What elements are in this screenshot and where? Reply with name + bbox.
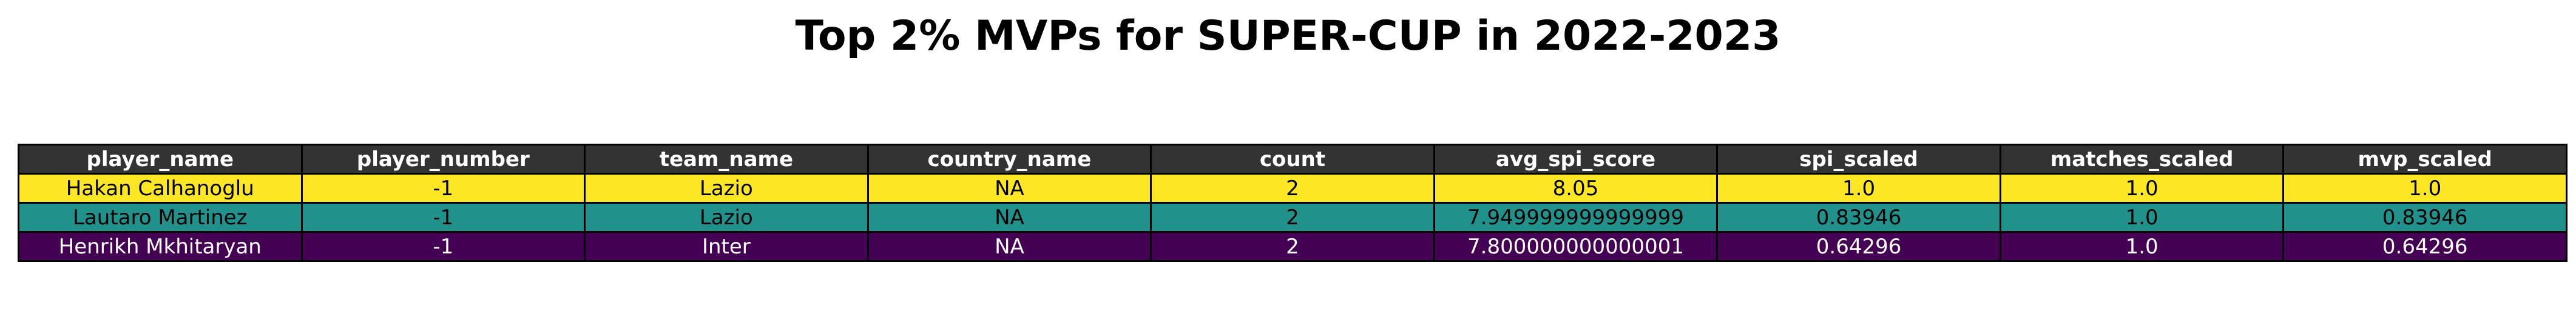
table-cell-count: 2 xyxy=(1150,173,1435,204)
table-cell-spi-scaled: 0.83946 xyxy=(1716,202,2001,233)
column-header-count: count xyxy=(1150,144,1435,175)
table-cell-spi-scaled: 0.64296 xyxy=(1716,231,2001,262)
table-cell-avg-spi-score: 7.800000000000001 xyxy=(1433,231,1719,262)
table-cell-matches-scaled: 1.0 xyxy=(1999,231,2285,262)
table-cell-team-name: Inter xyxy=(584,231,869,262)
table-cell-spi-scaled: 1.0 xyxy=(1716,173,2001,204)
table-cell-player-number: -1 xyxy=(300,202,586,233)
table-cell-mvp-scaled: 0.83946 xyxy=(2282,202,2568,233)
table-cell-player-number: -1 xyxy=(300,231,586,262)
table-row: Henrikh Mkhitaryan -1 Inter NA 2 7.8000000000… xyxy=(18,231,2568,262)
table-row: Lautaro Martinez -1 Lazio NA 2 7.949999999999… xyxy=(18,202,2568,233)
table-cell-avg-spi-score: 8.05 xyxy=(1433,173,1719,204)
table-cell-mvp-scaled: 0.64296 xyxy=(2282,231,2568,262)
table-cell-team-name: Lazio xyxy=(584,202,869,233)
column-header-team-name: team_name xyxy=(584,144,869,175)
table-cell-country-name: NA xyxy=(867,173,1152,204)
table-cell-mvp-scaled: 1.0 xyxy=(2282,173,2568,204)
column-header-player-name: player_name xyxy=(18,144,303,175)
table-cell-count: 2 xyxy=(1150,231,1435,262)
column-header-mvp-scaled: mvp_scaled xyxy=(2282,144,2568,175)
table-cell-avg-spi-score: 7.949999999999999 xyxy=(1433,202,1719,233)
column-header-avg-spi-score: avg_spi_score xyxy=(1433,144,1719,175)
column-header-country-name: country_name xyxy=(867,144,1152,175)
table-cell-matches-scaled: 1.0 xyxy=(1999,202,2285,233)
table-cell-player-number: -1 xyxy=(300,173,586,204)
column-header-player-number: player_number xyxy=(300,144,586,175)
table-cell-matches-scaled: 1.0 xyxy=(1999,173,2285,204)
table-cell-team-name: Lazio xyxy=(584,173,869,204)
mvp-table: player_name player_number team_name country… xyxy=(18,144,2568,262)
column-header-matches-scaled: matches_scaled xyxy=(1999,144,2285,175)
table-cell-country-name: NA xyxy=(867,231,1152,262)
table-cell-player-name: Hakan Calhanoglu xyxy=(18,173,303,204)
column-header-spi-scaled: spi_scaled xyxy=(1716,144,2001,175)
table-cell-count: 2 xyxy=(1150,202,1435,233)
table-row: Hakan Calhanoglu -1 Lazio NA 2 8.05 1.0 1.0 1.0 xyxy=(18,173,2568,204)
table-cell-country-name: NA xyxy=(867,202,1152,233)
table-header-row: player_name player_number team_name country… xyxy=(18,144,2568,175)
chart-title: Top 2% MVPs for SUPER-CUP in 2022-2023 xyxy=(795,12,1781,60)
table-cell-player-name: Lautaro Martinez xyxy=(18,202,303,233)
table-body: Hakan Calhanoglu -1 Lazio NA 2 8.05 1.0 1.0 1.0 L… xyxy=(18,173,2568,262)
table-cell-player-name: Henrikh Mkhitaryan xyxy=(18,231,303,262)
